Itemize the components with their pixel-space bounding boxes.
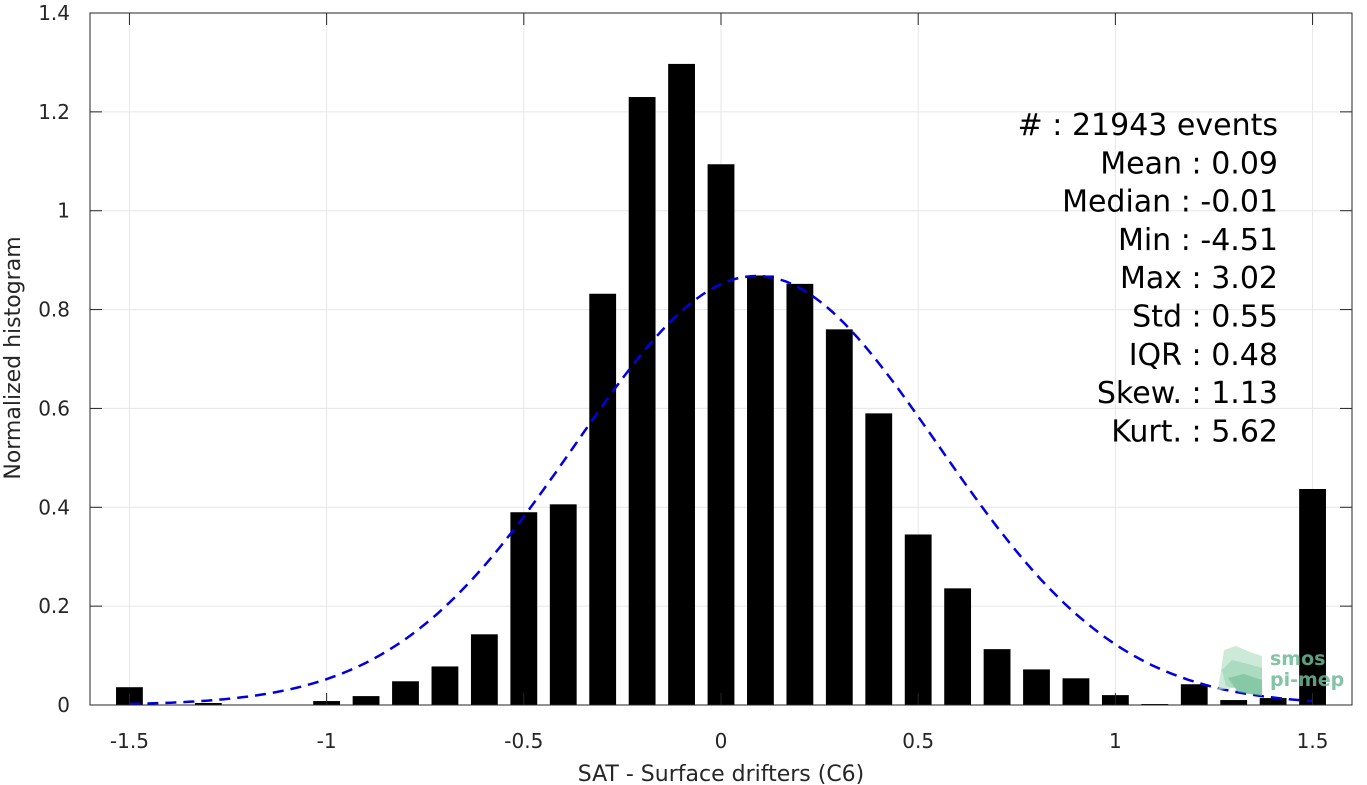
x-tick-label-2: -0.5	[504, 729, 543, 753]
x-tick-label-5: 1	[1109, 729, 1122, 753]
stat-line-0: # : 21943 events	[1018, 108, 1278, 143]
histogram-bar-6	[352, 696, 380, 705]
y-tick-label-2: 0.4	[38, 495, 70, 519]
histogram-bar-15	[707, 164, 735, 705]
x-tick-label-1: -1	[317, 729, 337, 753]
x-tick-label-6: 1.5	[1297, 729, 1329, 753]
y-tick-label-7: 1.4	[38, 1, 70, 25]
x-tick-label-3: 0	[715, 729, 728, 753]
histogram-bar-24	[1062, 678, 1090, 705]
histogram-bar-14	[668, 63, 695, 705]
stat-line-4: Max : 3.02	[1120, 261, 1278, 296]
histogram-bar-19	[865, 413, 893, 705]
stat-line-8: Kurt. : 5.62	[1111, 414, 1278, 449]
fit-curve-layer	[129, 274, 1313, 706]
histogram-bar-28	[1220, 700, 1248, 705]
y-tick-label-6: 1.2	[38, 100, 70, 124]
x-tick-label-0: -1.5	[110, 729, 149, 753]
x-axis-title: SAT - Surface drifters (C6)	[578, 762, 865, 785]
histogram-bar-11	[549, 504, 577, 705]
histogram-bar-8	[431, 666, 459, 705]
histogram-bar-29	[1259, 698, 1287, 705]
y-tick-label-1: 0.2	[38, 594, 70, 618]
histogram-bar-17	[786, 283, 814, 705]
x-tick-labels: -1.5 -1 -0.5 0 0.5 1 1.5	[110, 729, 1329, 753]
histogram-bar-10	[510, 512, 538, 705]
histogram-bar-30	[1299, 488, 1326, 705]
histogram-bar-22	[983, 649, 1011, 705]
axes-layer	[89, 12, 1353, 706]
histogram-bar-18	[825, 329, 853, 705]
y-tick-label-5: 1	[57, 199, 70, 223]
y-tick-label-3: 0.6	[38, 396, 70, 420]
histogram-bar-20	[904, 534, 932, 705]
y-tick-labels: 0 0.2 0.4 0.6 0.8 1 1.2 1.4	[38, 1, 70, 717]
histogram-bar-27	[1180, 684, 1208, 705]
gaussian-fit-curve	[129, 274, 1313, 706]
logo-line-1: smos	[1270, 648, 1325, 670]
histogram-bar-16	[747, 275, 774, 705]
histogram-bar-13	[628, 97, 656, 706]
stat-line-2: Median : -0.01	[1062, 185, 1278, 220]
histogram-bar-9	[470, 634, 498, 705]
bar-layer	[116, 63, 1326, 706]
logo-mark-icon	[1218, 646, 1262, 696]
stat-line-7: Skew. : 1.13	[1097, 376, 1278, 411]
x-tick-label-4: 0.5	[902, 729, 934, 753]
y-axis-title: Normalized histogram	[1, 236, 26, 479]
histogram-bar-21	[944, 588, 972, 705]
histogram-bar-12	[589, 293, 617, 705]
stat-line-3: Min : -4.51	[1118, 223, 1278, 258]
smos-pi-mep-logo: smos pi-mep	[1218, 646, 1344, 696]
histogram-bar-23	[1023, 669, 1050, 705]
y-tick-label-0: 0	[57, 693, 70, 717]
stat-line-1: Mean : 0.09	[1100, 146, 1278, 181]
y-tick-label-4: 0.8	[38, 298, 70, 322]
stat-line-6: IQR : 0.48	[1129, 338, 1278, 373]
histogram-bar-7	[392, 681, 419, 705]
histogram-bar-2	[194, 703, 222, 705]
logo-line-2: pi-mep	[1270, 669, 1344, 691]
stat-line-5: Std : 0.55	[1132, 300, 1278, 335]
